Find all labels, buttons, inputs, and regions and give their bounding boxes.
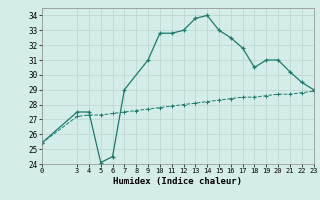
X-axis label: Humidex (Indice chaleur): Humidex (Indice chaleur) [113,177,242,186]
